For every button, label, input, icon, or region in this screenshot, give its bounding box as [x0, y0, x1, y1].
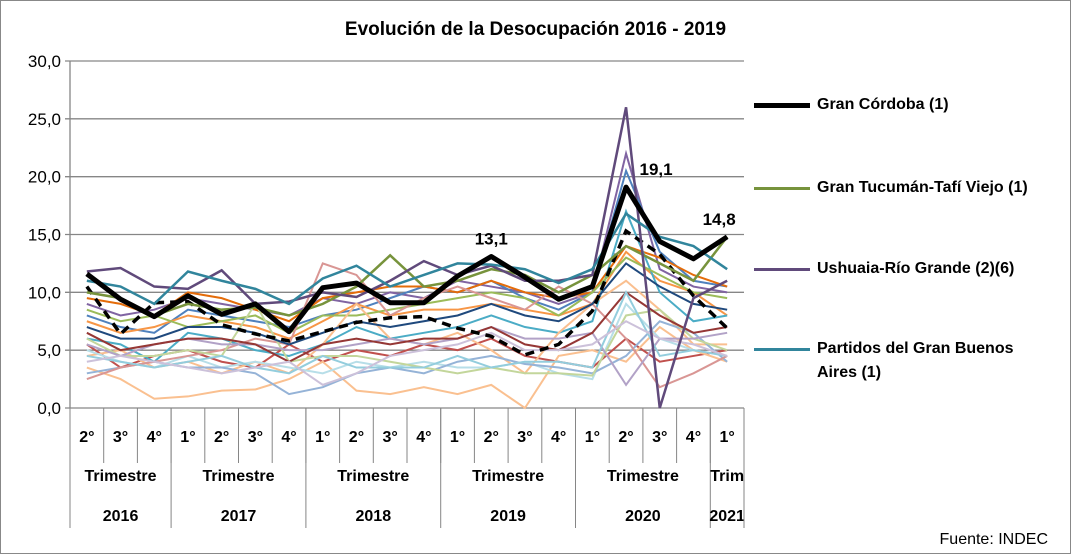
data-label: 19,1 — [640, 160, 673, 179]
y-tick-label: 25,0 — [28, 110, 61, 129]
series-line-gran-cordoba — [85, 184, 729, 335]
x-tick-label: 2° — [349, 429, 364, 446]
dashed-series-line — [85, 228, 729, 357]
year-label: 2017 — [221, 508, 257, 525]
x-tick-label: 3° — [652, 429, 667, 446]
x-tick-label: 4° — [416, 429, 431, 446]
x-tick-label: 1° — [450, 429, 465, 446]
y-tick-label: 30,0 — [28, 52, 61, 71]
background-series-line — [86, 262, 728, 346]
background-series-line — [86, 262, 728, 389]
chart-title: Evolución de la Desocupación 2016 - 2019 — [344, 19, 727, 40]
x-tick-label: 3° — [517, 429, 532, 446]
group-label: Trimestre — [337, 468, 409, 485]
legend-label-gba: Partidos del Gran Buenos Aires (1) — [817, 340, 1014, 381]
data-label: 13,1 — [475, 229, 508, 248]
background-series-line — [86, 244, 728, 323]
group-label: Trimestre — [472, 468, 544, 485]
background-series-line — [86, 250, 728, 340]
y-tick-label: 5,0 — [37, 341, 61, 360]
background-series-line — [86, 320, 728, 386]
x-tick-label: 2° — [484, 429, 499, 446]
group-label: Trimestre — [85, 468, 157, 485]
x-tick-label: 1° — [180, 429, 195, 446]
year-label: 2020 — [625, 508, 661, 525]
x-tick-label: 4° — [281, 429, 296, 446]
x-tick-label: 4° — [686, 429, 701, 446]
y-tick-label: 10,0 — [28, 283, 61, 302]
legend-label-ushuaia: Ushuaia-Río Grande (2)(6) — [817, 260, 1015, 277]
x-tick-label: 4° — [147, 429, 162, 446]
y-tick-label: 0,0 — [37, 399, 61, 418]
data-label: 14,8 — [703, 210, 736, 229]
background-series-line — [86, 208, 728, 363]
legend-label-gran-cordoba: Gran Córdoba (1) — [817, 96, 949, 113]
background-series-line — [86, 167, 728, 334]
legend-label-gran-tucuman: Gran Tucumán-Tafí Viejo (1) — [817, 179, 1028, 196]
x-tick-label: 3° — [113, 429, 128, 446]
group-label: Trim — [710, 468, 744, 485]
series-line-partidos-del-gran-buenos-aires- — [86, 211, 728, 306]
x-tick-label: 3° — [383, 429, 398, 446]
group-label: Trimestre — [202, 468, 274, 485]
x-tick-label: 2° — [214, 429, 229, 446]
x-tick-label: 2° — [618, 429, 633, 446]
legend-swatch-gba — [754, 348, 810, 351]
x-tick-label: 4° — [551, 429, 566, 446]
series-line-ushuaia-r-o-grande- — [86, 107, 728, 409]
background-series-line — [86, 290, 728, 375]
group-label: Trimestre — [607, 468, 679, 485]
x-tick-label: 1° — [720, 429, 735, 446]
year-label: 2019 — [490, 508, 526, 525]
x-tick-label: 1° — [315, 429, 330, 446]
background-series-line — [86, 290, 728, 363]
year-label: 2016 — [103, 508, 139, 525]
y-tick-label: 15,0 — [28, 226, 61, 245]
x-tick-label: 1° — [585, 429, 600, 446]
source-note: Fuente: INDEC — [939, 531, 1048, 548]
legend-swatch-gran-tucuman — [754, 187, 810, 190]
y-tick-label: 20,0 — [28, 168, 61, 187]
legend-swatch-ushuaia — [754, 268, 810, 271]
x-tick-label: 2° — [79, 429, 94, 446]
year-label: 2021 — [709, 508, 745, 525]
year-label: 2018 — [356, 508, 392, 525]
x-tick-label: 3° — [248, 429, 263, 446]
legend-swatch-gran-cordoba — [754, 103, 810, 108]
